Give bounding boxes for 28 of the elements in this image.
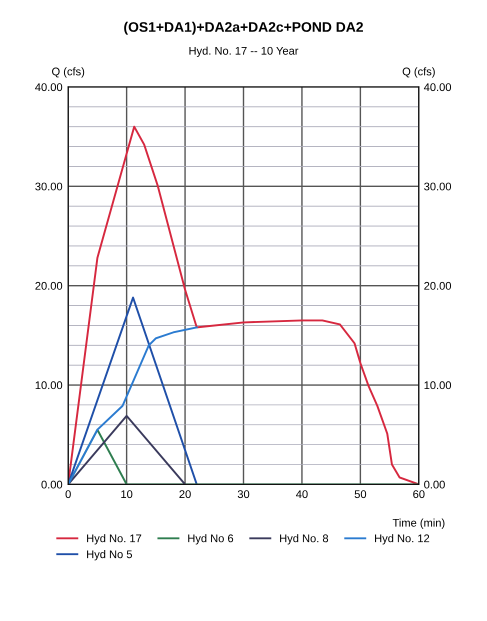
y-tick-label: 40.00	[35, 83, 62, 92]
chart-title: (OS1+DA1)+DA2a+DA2c+POND DA2	[124, 22, 363, 35]
x-tick-label: 10	[121, 490, 132, 498]
y-tick-label: 10.00	[36, 381, 62, 390]
y-tick-label: 30.00	[35, 182, 62, 190]
x-axis-title: Time (min)	[392, 518, 444, 529]
x-tick-label: 50	[354, 490, 366, 498]
y-tick-label: 0.00	[41, 480, 62, 489]
y2-tick-label: 40.00	[424, 83, 452, 92]
y2-tick-label: 20.00	[424, 282, 452, 290]
y2-tick-label: 10.00	[424, 381, 452, 390]
x-tick-label: 0	[66, 490, 71, 498]
legend-label: Hyd No 6	[188, 534, 234, 544]
x-tick-label: 40	[296, 490, 308, 498]
legend-label: Hyd No. 12	[375, 534, 430, 544]
legend-label: Hyd No. 17	[87, 534, 142, 544]
y2-axis-title: Q (cfs)	[402, 67, 435, 78]
line-series	[68, 326, 198, 484]
x-tick-label: 20	[179, 490, 191, 498]
legend-label: Hyd No. 8	[280, 534, 328, 544]
legend-label: Hyd No 5	[87, 550, 132, 560]
x-tick-label: 60	[413, 490, 425, 498]
y2-tick-label: 0.00	[424, 480, 445, 489]
y2-tick-label: 30.00	[424, 182, 452, 190]
y-tick-label: 20.00	[35, 282, 62, 290]
y-axis-title: Q (cfs)	[52, 67, 84, 78]
chart-subtitle: Hyd. No. 17 -- 10 Year	[189, 46, 298, 57]
x-tick-label: 30	[238, 490, 250, 498]
